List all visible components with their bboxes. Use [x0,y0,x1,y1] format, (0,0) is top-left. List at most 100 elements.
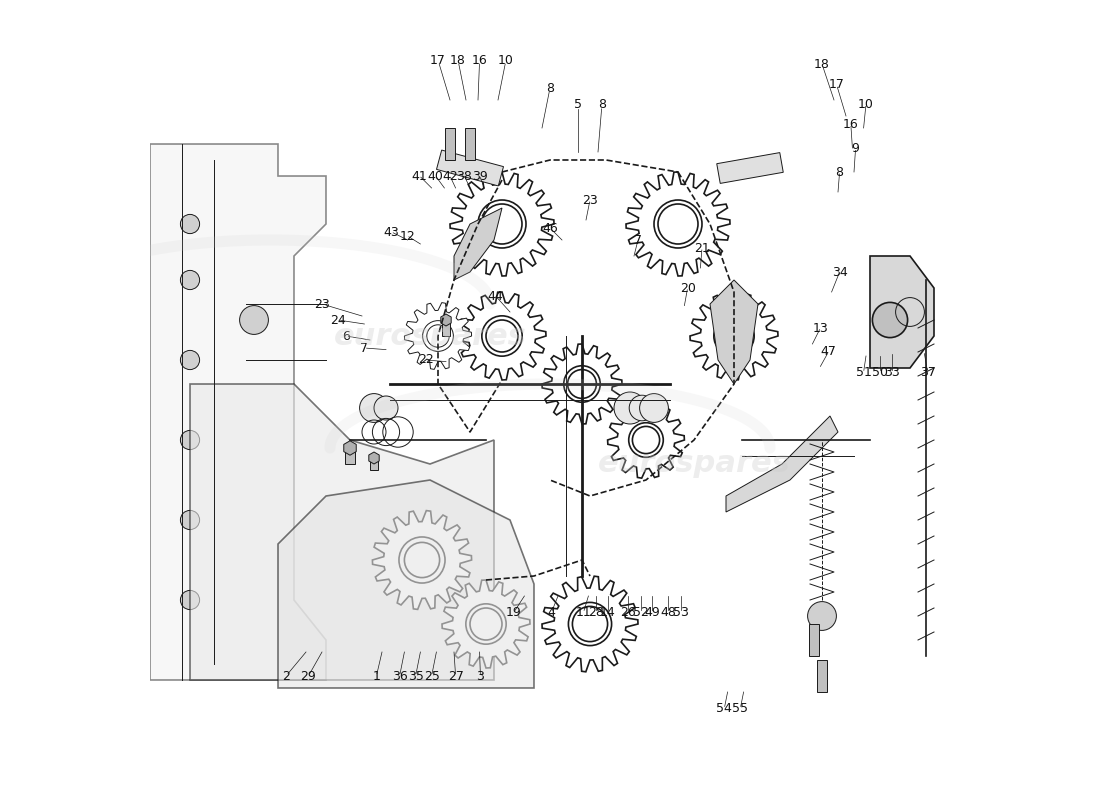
Circle shape [614,392,646,424]
Text: 8: 8 [546,82,554,94]
Polygon shape [542,576,638,672]
Polygon shape [454,208,502,280]
Text: 12: 12 [399,230,416,242]
Circle shape [478,200,526,248]
Circle shape [399,537,446,583]
Polygon shape [373,510,472,610]
Text: 3: 3 [476,670,484,682]
Text: 48: 48 [660,606,676,618]
Text: 4: 4 [548,606,556,618]
Bar [817,660,827,692]
Polygon shape [690,292,778,380]
Text: 29: 29 [300,670,317,682]
Text: 17: 17 [430,54,446,66]
Circle shape [639,394,669,422]
Text: 43: 43 [384,226,399,238]
Polygon shape [442,580,530,668]
Text: 53: 53 [673,606,689,618]
Text: 50: 50 [871,366,888,378]
Text: 52: 52 [634,606,649,618]
Circle shape [629,395,654,421]
Bar [370,458,378,470]
Text: 2: 2 [282,670,290,682]
Polygon shape [405,302,472,370]
Polygon shape [368,452,379,464]
Circle shape [374,396,398,420]
Text: 16: 16 [843,118,859,130]
Polygon shape [626,172,730,276]
Polygon shape [441,314,451,326]
Text: 39: 39 [472,170,487,182]
Bar [437,150,504,186]
Circle shape [180,510,199,530]
Text: 11: 11 [575,606,592,618]
Text: 55: 55 [733,702,748,714]
Polygon shape [344,441,356,455]
Text: 16: 16 [472,54,487,66]
Circle shape [422,321,453,351]
Text: 49: 49 [645,606,660,618]
Circle shape [465,604,506,644]
Text: 24: 24 [330,314,345,326]
Polygon shape [870,256,934,368]
Bar [446,128,454,160]
Text: 22: 22 [418,354,433,366]
Circle shape [180,590,199,610]
Circle shape [714,316,755,356]
Text: 25: 25 [424,670,440,682]
Text: 5: 5 [574,98,582,110]
Polygon shape [458,292,546,380]
Polygon shape [190,384,494,680]
Text: 19: 19 [506,606,521,618]
Text: 8: 8 [598,98,606,110]
Text: 42: 42 [442,170,458,182]
Text: eurospares: eurospares [333,322,527,350]
Text: 35: 35 [408,670,424,682]
Polygon shape [278,480,534,688]
Circle shape [240,306,268,334]
Circle shape [807,602,836,630]
Text: 27: 27 [448,670,463,682]
Text: 41: 41 [411,170,428,182]
Text: 17: 17 [828,78,845,90]
Text: 34: 34 [832,266,847,278]
Polygon shape [542,344,621,424]
Text: 23: 23 [582,194,598,206]
Text: 54: 54 [716,702,733,714]
Circle shape [654,200,702,248]
Text: 8: 8 [836,166,844,178]
Bar [465,128,475,160]
Bar [442,320,450,336]
Text: 18: 18 [450,54,466,66]
Text: 6: 6 [342,330,350,342]
Bar [345,448,355,464]
Text: 10: 10 [498,54,514,66]
Polygon shape [450,172,554,276]
Circle shape [180,270,199,290]
Polygon shape [150,144,326,680]
Text: 36: 36 [392,670,407,682]
Text: 18: 18 [814,58,829,70]
Circle shape [482,316,522,356]
Circle shape [569,602,612,646]
Text: 47: 47 [821,346,836,358]
Text: 7: 7 [634,234,642,246]
Circle shape [360,394,388,422]
Polygon shape [607,402,684,478]
Text: 7: 7 [361,342,368,354]
Text: 26: 26 [620,606,636,618]
Polygon shape [710,280,758,384]
Circle shape [629,422,663,458]
Text: 10: 10 [858,98,873,110]
Text: 9: 9 [851,142,859,154]
Circle shape [180,430,199,450]
Text: 21: 21 [694,242,710,254]
Text: eurospares: eurospares [597,450,791,478]
Text: 33: 33 [884,366,900,378]
Text: 44: 44 [487,290,504,302]
Text: 28: 28 [588,606,604,618]
Text: 38: 38 [456,170,472,182]
Bar [717,153,783,183]
Bar [810,624,818,656]
Circle shape [180,350,199,370]
